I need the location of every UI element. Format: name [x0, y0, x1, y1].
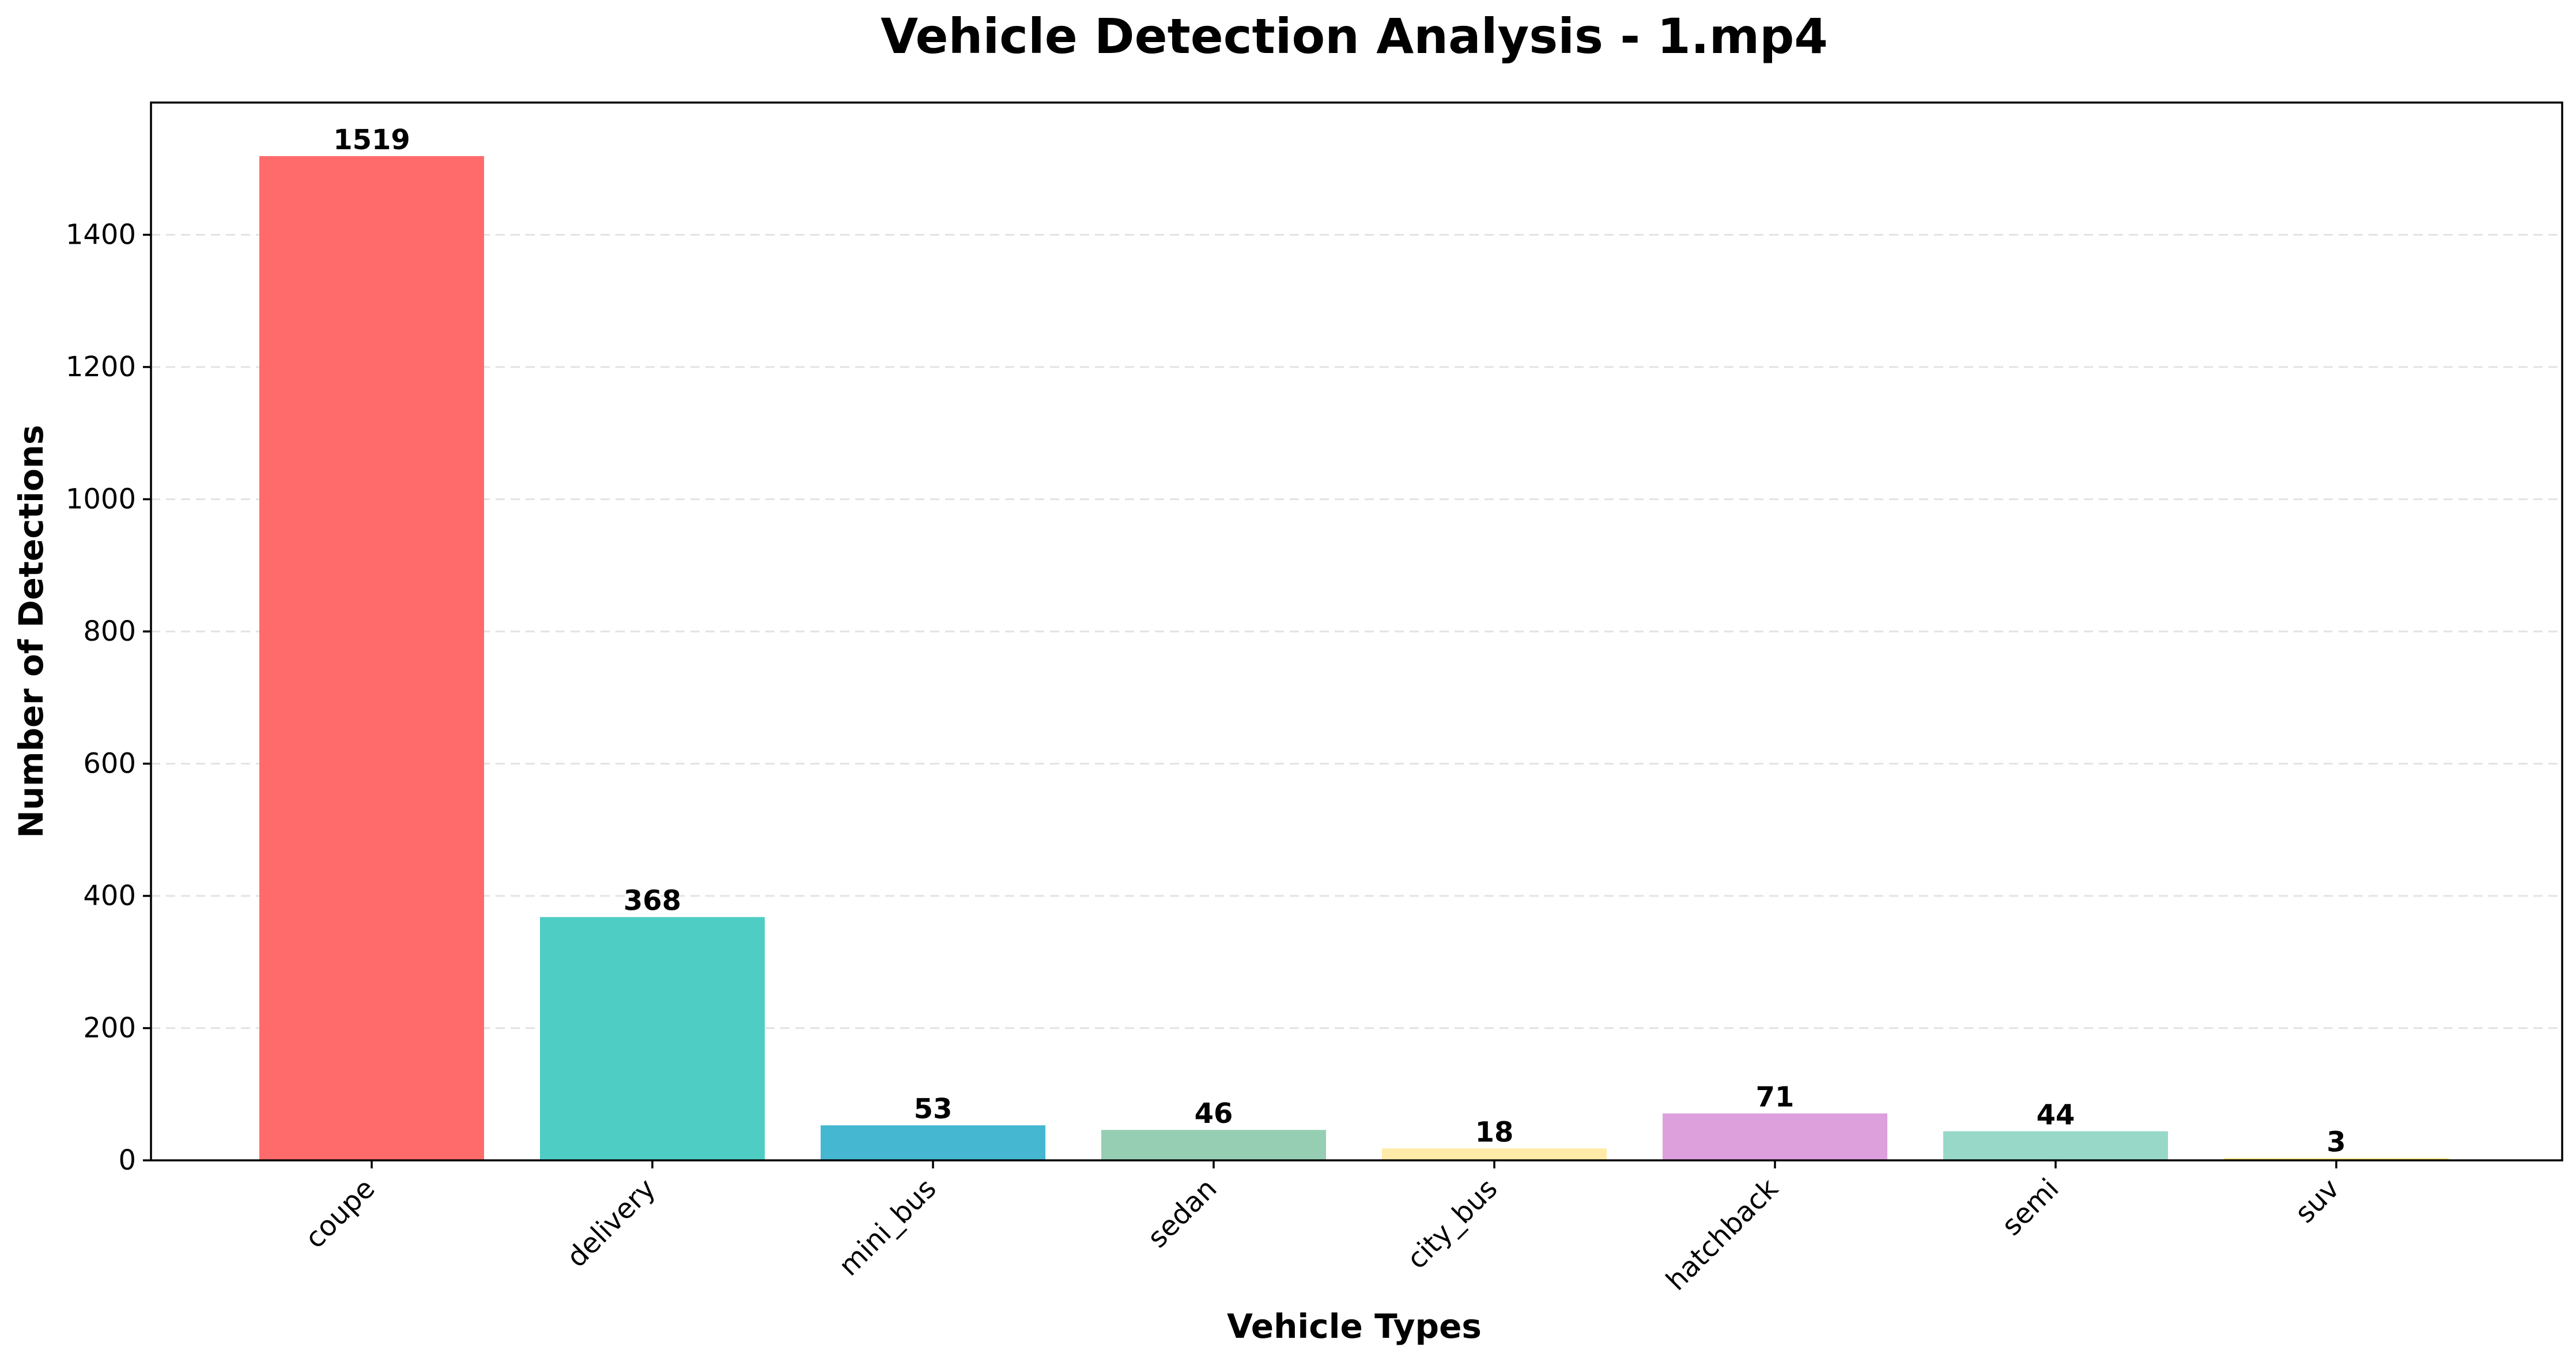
y-tick-label: 0 — [118, 1144, 136, 1176]
y-axis-title: Number of Detections — [12, 425, 51, 838]
x-tick-label: mini_bus — [833, 1172, 943, 1282]
x-axis-ticks: coupe delivery mini_bus sedan city_bus hatchb… — [299, 1160, 2346, 1297]
x-tick-label: suv — [2289, 1172, 2346, 1229]
y-tick-label: 1200 — [66, 351, 136, 383]
bar-city-bus — [1382, 1148, 1607, 1160]
data-label-delivery: 368 — [624, 885, 681, 917]
data-label-coupe: 1519 — [333, 124, 410, 156]
data-labels: 1519 368 53 46 18 71 44 3 — [333, 124, 2346, 1159]
x-tick-label: coupe — [299, 1172, 382, 1255]
data-label-mini-bus: 53 — [914, 1093, 953, 1125]
chart-title: Vehicle Detection Analysis - 1.mp4 — [881, 8, 1828, 65]
bar-sedan — [1101, 1130, 1326, 1160]
x-axis-title: Vehicle Types — [1227, 1307, 1482, 1346]
data-label-sedan: 46 — [1195, 1098, 1233, 1130]
data-label-hatchback: 71 — [1756, 1081, 1795, 1114]
x-tick-label: city_bus — [1401, 1172, 1504, 1276]
data-label-suv: 3 — [2326, 1126, 2345, 1159]
y-tick-label: 400 — [83, 880, 136, 912]
y-tick-label: 1400 — [66, 219, 136, 251]
x-tick-label: delivery — [561, 1172, 662, 1274]
bar-hatchback — [1663, 1113, 1887, 1160]
bar-delivery — [540, 917, 765, 1160]
y-tick-label: 600 — [83, 748, 136, 780]
y-axis-ticks: 0 200 400 600 800 1000 1200 1400 — [66, 219, 151, 1176]
gridlines — [151, 234, 2562, 1029]
data-label-city-bus: 18 — [1475, 1116, 1514, 1148]
y-tick-label: 1000 — [66, 483, 136, 516]
y-tick-label: 800 — [83, 615, 136, 648]
x-tick-label: semi — [1996, 1172, 2065, 1242]
x-tick-label: sedan — [1141, 1172, 1223, 1254]
y-tick-label: 200 — [83, 1012, 136, 1045]
bar-mini-bus — [821, 1125, 1045, 1160]
x-tick-label: hatchback — [1660, 1172, 1784, 1297]
bar-semi — [1943, 1131, 2168, 1160]
data-label-semi: 44 — [2037, 1099, 2075, 1132]
bars — [259, 156, 2449, 1160]
bar-coupe — [259, 156, 484, 1160]
